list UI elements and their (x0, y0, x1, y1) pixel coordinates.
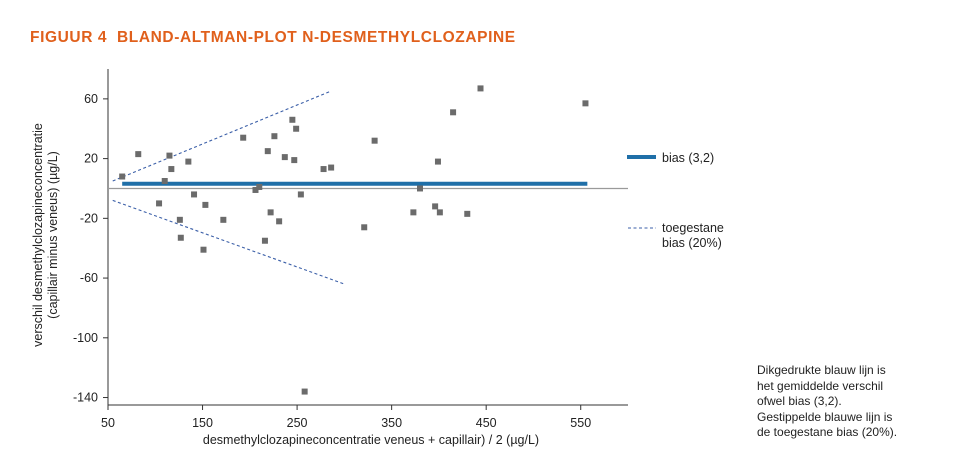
data-point (135, 151, 142, 158)
x-tick-label: 150 (192, 416, 213, 430)
figure-label: FIGUUR 4 (30, 29, 108, 46)
data-point (161, 178, 168, 184)
y-tick-label: -20 (80, 211, 98, 225)
data-point (185, 158, 192, 165)
axis-labels: desmethylclozapineconcentratie veneus + … (31, 123, 539, 447)
data-point (177, 234, 184, 241)
data-point (191, 191, 198, 198)
data-point (328, 164, 335, 171)
tick-labels: 50 150 250 350 450 550 60 20 -20 -60 -100 -140 (73, 92, 591, 430)
y-tick-label: 60 (84, 92, 98, 106)
chart-title: BLAND-ALTMAN-PLOT N-DESMETHYLCLOZAPINE (116, 29, 516, 46)
data-point (434, 158, 441, 165)
data-point (432, 203, 439, 210)
x-tick-label: 450 (476, 416, 497, 430)
legend-bias-label: bias (3,2) (662, 151, 714, 165)
data-point (477, 85, 484, 92)
data-point (252, 186, 259, 193)
allowed-bias-upper-line (112, 90, 331, 182)
x-tick-label: 50 (101, 416, 115, 430)
legend-allowed-bias-label-line-2: bias (20%) (662, 236, 722, 250)
data-point (450, 109, 457, 116)
data-point (264, 148, 271, 155)
y-tick-label: -140 (73, 391, 98, 405)
y-axis-label-line-2: (capillair minus veneus) (µg/L) (46, 151, 60, 319)
data-point (166, 152, 173, 159)
y-tick-label: -60 (80, 271, 98, 285)
x-tick-label: 550 (570, 416, 591, 430)
x-tick-label: 250 (287, 416, 308, 430)
data-point (582, 100, 589, 107)
data-point (417, 185, 423, 192)
data-point (297, 191, 304, 198)
legend-allowed-bias-label-line-1: toegestane (662, 221, 724, 235)
data-point (200, 246, 207, 253)
axes (103, 69, 628, 410)
data-point (276, 218, 283, 225)
legend: bias (3,2) toegestane bias (20%) (627, 151, 724, 250)
data-point (176, 216, 183, 223)
y-tick-label: -100 (73, 331, 98, 345)
data-point (293, 125, 300, 132)
data-point (291, 157, 298, 164)
footnote-line: het gemiddelde verschil (757, 378, 884, 393)
footnote: Dikgedrukte blauw lijn is het gemiddelde… (757, 363, 957, 441)
data-point (371, 137, 378, 144)
footnote-line: Gestippelde blauwe lijn is (757, 409, 893, 424)
data-point (301, 388, 308, 395)
data-point (436, 209, 443, 216)
x-tick-label: 350 (381, 416, 402, 430)
data-point (261, 237, 268, 244)
data-point (361, 224, 368, 231)
footnote-line: de toegestane bias (20%). (757, 425, 898, 439)
data-point (220, 216, 227, 223)
data-points (119, 85, 589, 395)
data-point (256, 183, 263, 190)
figure-title: FIGUUR 4 BLAND-ALTMAN-PLOT N-DESMETHYLCL… (30, 29, 516, 47)
data-point (267, 209, 274, 216)
data-point (156, 200, 163, 207)
footnote-line: ofwel bias (3,2). (757, 394, 842, 408)
data-point (240, 134, 247, 141)
footnote-line: Dikgedrukte blauw lijn is (757, 363, 886, 377)
data-point (271, 133, 278, 140)
y-axis-label-line-1: verschil desmethylclozapineconcentratie (31, 123, 45, 347)
data-point (289, 116, 296, 123)
data-point (410, 209, 417, 216)
data-point (202, 201, 209, 208)
y-tick-label: 20 (84, 152, 98, 166)
x-axis-label: desmethylclozapineconcentratie veneus + … (203, 433, 539, 447)
data-point (464, 210, 471, 217)
data-point (281, 154, 288, 161)
allowed-bias-lines (112, 90, 345, 285)
allowed-bias-lower-line (112, 199, 345, 285)
data-point (320, 166, 327, 173)
data-point (119, 173, 126, 180)
data-point (168, 166, 175, 173)
